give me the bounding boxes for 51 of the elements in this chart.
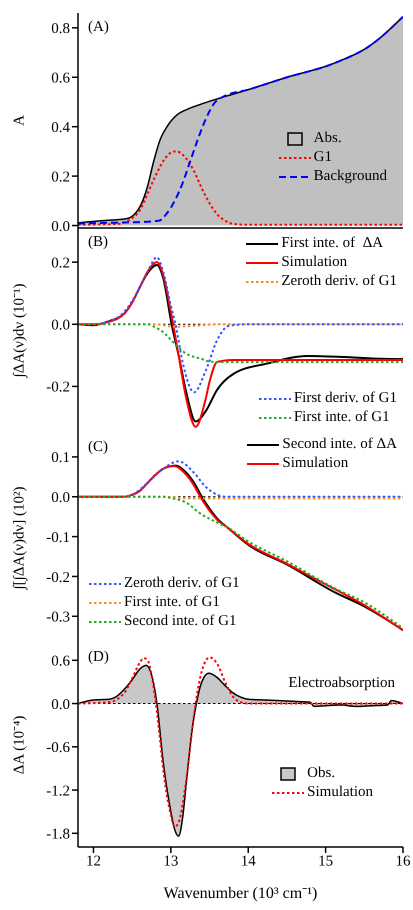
legend-label: Simulation [307, 783, 373, 802]
annotation: (D) [88, 649, 109, 666]
legend-label: Second inte. of G1 [124, 612, 236, 631]
y-tick-label: 0.6 [51, 70, 70, 87]
legend-label: Obs. [307, 764, 336, 783]
y-axis-title: ΔA (10⁻⁴) [11, 716, 28, 774]
y-tick-label: -0.2 [46, 570, 70, 586]
y-axis-title: ∫ΔA(ν)dν (10⁻¹) [11, 284, 28, 378]
annotation: (C) [88, 439, 108, 456]
legend-label: Zeroth deriv. of G1 [124, 574, 240, 593]
legend-label: G1 [314, 148, 332, 167]
y-tick-label: 0.0 [51, 490, 70, 506]
y-tick-label: 0.8 [51, 21, 70, 38]
x-tick-label: 16 [396, 854, 411, 870]
y-tick-label: -0.3 [46, 610, 70, 626]
line-series [78, 323, 403, 364]
y-tick-label: -0.1 [46, 530, 70, 546]
legend-label: First inte. of G1 [124, 593, 220, 612]
y-tick-label: 0.0 [51, 218, 70, 235]
y-axis-title: A [11, 114, 28, 126]
legend-label: Abs. [314, 129, 342, 148]
annotation: (A) [88, 19, 109, 36]
y-tick-label: 0.2 [51, 169, 70, 186]
y-tick-label: -0.6 [46, 740, 70, 756]
x-tick-label: 14 [240, 854, 256, 870]
y-tick-label: -1.8 [46, 826, 70, 843]
y-tick-label: 0.2 [51, 255, 70, 272]
y-tick-label: -1.2 [46, 783, 70, 800]
legend-label: Simulation [282, 454, 348, 473]
y-tick-label: 0.4 [51, 120, 70, 136]
legend-label: Zeroth deriv. of G1 [281, 272, 397, 291]
y-tick-label: 0.0 [51, 696, 70, 713]
line-series [78, 150, 403, 226]
legend-label: Simulation [281, 253, 348, 272]
legend-label: Background [314, 167, 387, 186]
x-tick-label: 15 [318, 854, 334, 870]
line-series [78, 496, 403, 630]
y-axis-title: ∫[∫ΔA(ν)dν] (10²) [11, 486, 28, 590]
y-tick-label: 0.1 [51, 450, 70, 466]
y-tick-label: -0.2 [46, 380, 70, 396]
legend-label: First inte. of G1 [294, 408, 390, 427]
x-tick-label: 12 [86, 854, 101, 870]
y-tick-label: 0.6 [51, 654, 70, 670]
legend-label: First deriv. of G1 [294, 389, 397, 408]
annotation: (B) [88, 234, 108, 251]
annotation: Electroabsorption [288, 675, 395, 692]
legend-label: First inte. of ΔA [281, 234, 384, 253]
x-tick-label: 13 [163, 854, 178, 870]
x-axis-title: Wavenumber (10³ cm⁻¹) [164, 885, 318, 902]
legend-label: Second inte. of ΔA [282, 435, 397, 454]
y-tick-label: 0.0 [51, 318, 70, 334]
